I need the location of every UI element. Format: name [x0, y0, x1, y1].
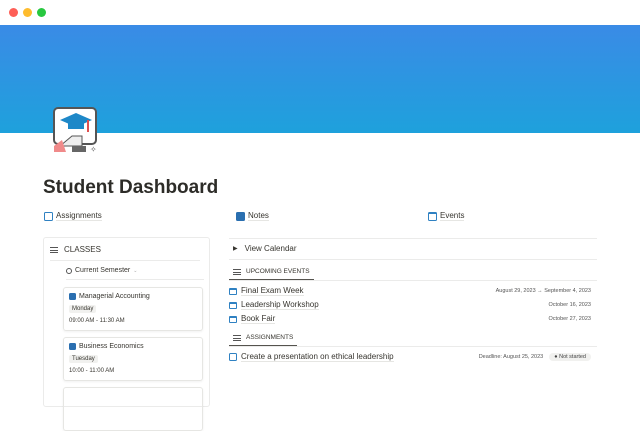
class-card[interactable]: Business Economics Tuesday 10:00 - 11:00 A… — [63, 337, 203, 381]
circle-icon — [66, 267, 72, 274]
status-badge: ● Not started — [549, 353, 591, 361]
link-events[interactable]: Events — [428, 211, 465, 221]
view-calendar-toggle[interactable]: ▶ View Calendar — [233, 244, 297, 253]
event-row[interactable]: Book Fair October 27, 2023 — [229, 314, 597, 324]
list-icon — [50, 246, 58, 253]
window-titlebar — [0, 0, 640, 25]
calendar-icon — [229, 287, 237, 295]
calendar-icon — [229, 301, 237, 309]
semester-filter[interactable]: Current Semester ⌄ — [66, 267, 204, 280]
triangle-right-icon: ▶ — [233, 246, 238, 252]
notes-icon — [236, 211, 245, 221]
list-icon — [233, 334, 241, 341]
classes-title: CLASSES — [64, 245, 101, 254]
event-row[interactable]: Final Exam Week August 29, 2023 → Septemb… — [229, 286, 597, 296]
calendar-icon — [229, 315, 237, 323]
event-row[interactable]: Leadership Workshop October 16, 2023 — [229, 300, 597, 310]
book-icon — [69, 293, 76, 300]
svg-text:✧: ✧ — [90, 145, 97, 154]
link-assignments[interactable]: Assignments — [44, 211, 102, 221]
page-title: Student Dashboard — [43, 177, 219, 198]
cover-banner — [0, 25, 640, 133]
chevron-down-icon: ⌄ — [133, 267, 138, 274]
close-button[interactable] — [9, 8, 18, 17]
graduation-screen-icon: ✧ — [53, 107, 97, 154]
tab-upcoming-events[interactable]: UPCOMING EVENTS — [229, 268, 314, 280]
tab-assignments[interactable]: ASSIGNMENTS — [229, 334, 298, 346]
link-notes[interactable]: Notes — [236, 211, 269, 221]
class-card[interactable] — [63, 387, 203, 431]
list-icon — [233, 268, 241, 275]
calendar-icon — [428, 211, 437, 221]
maximize-button[interactable] — [37, 8, 46, 17]
edit-icon — [229, 353, 237, 361]
assignment-row[interactable]: Create a presentation on ethical leaders… — [229, 352, 597, 362]
classes-board: CLASSES Current Semester ⌄ Managerial Acc… — [43, 237, 210, 431]
edit-icon — [44, 211, 53, 221]
minimize-button[interactable] — [23, 8, 32, 17]
book-icon — [69, 343, 76, 350]
class-card[interactable]: Managerial Accounting Monday 09:00 AM - 11… — [63, 287, 203, 331]
